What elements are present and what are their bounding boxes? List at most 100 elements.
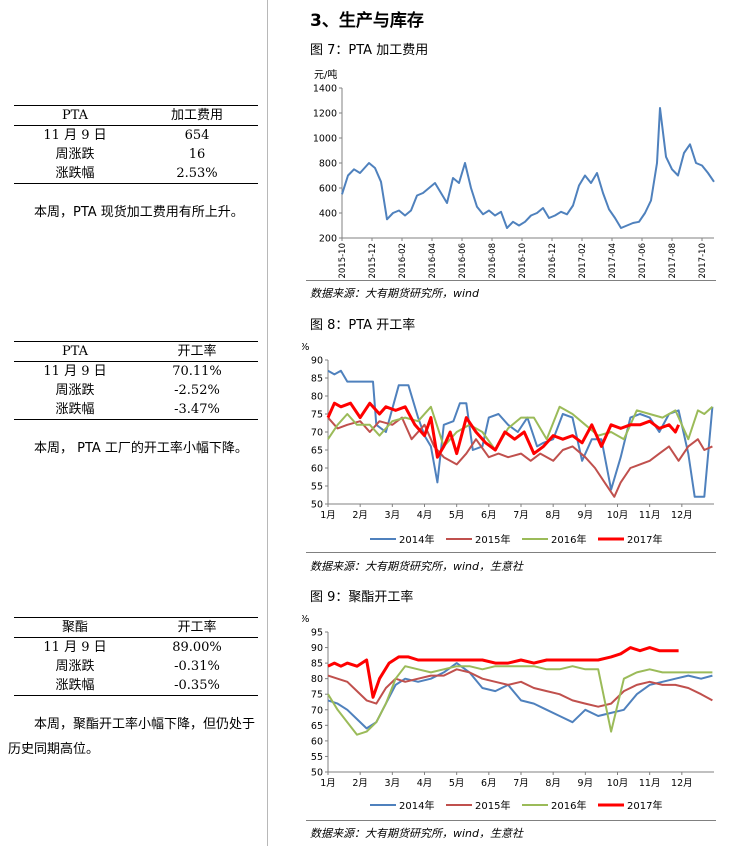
legend-label: 2015年 [475, 533, 510, 546]
x-tick-label: 2015-12 [368, 243, 378, 279]
table-row: 周涨跌 -0.31% [14, 657, 258, 676]
x-tick-label: 2016-12 [548, 243, 558, 279]
y-axis-label: 元/吨 [314, 68, 337, 81]
table-cell: 涨跌幅 [55, 402, 95, 417]
table-row: 11 月 9 日 70.11% [14, 362, 258, 381]
x-tick-label: 12月 [671, 778, 693, 789]
table-row: 涨跌幅 -0.35% [14, 676, 258, 696]
x-tick-label: 2016-04 [428, 243, 438, 279]
figure-9-source: 数据来源：大有期货研究所，wind，生意社 [310, 827, 524, 840]
y-tick-label: 65 [311, 721, 323, 732]
x-tick-label: 2016-10 [518, 243, 528, 279]
table-row: 涨跌幅 -3.47% [14, 400, 258, 420]
table-cell: 89.00% [172, 640, 222, 655]
pta-processing-fee-chart: 元/吨 200 400 600 800 1000 1200 1400 2015-10 2015-1… [313, 68, 715, 279]
legend-label: 2016年 [551, 533, 586, 546]
x-tick-label: 7月 [513, 778, 529, 789]
y-tick-label: 90 [311, 356, 323, 367]
y-tick-label: 95 [311, 628, 323, 639]
table-row: 涨跌幅 2.53% [14, 164, 258, 184]
x-tick-label: 2015-10 [338, 243, 348, 279]
figure-7-title: 图 7：PTA 加工费用 [310, 43, 429, 58]
x-tick-label: 5月 [449, 778, 465, 789]
table-cell: 70.11% [172, 364, 222, 379]
x-tick-label: 6月 [481, 778, 497, 789]
y-tick-label: 60 [311, 464, 323, 475]
table-header: 聚酯 开工率 [14, 617, 258, 638]
summary-table-3: 聚酯 开工率 11 月 9 日 89.00% 周涨跌 -0.31% 涨跌幅 -0.35% [14, 617, 258, 696]
x-tick-label: 2017-08 [668, 243, 678, 279]
summary-table-2: PTA 开工率 11 月 9 日 70.11% 周涨跌 -2.52% 涨跌幅 -3.47% [14, 341, 258, 420]
table-cell: 11 月 9 日 [43, 640, 107, 655]
y-tick-label: 80 [311, 674, 323, 685]
y-tick-label: 65 [311, 446, 323, 457]
x-tick-label: 4月 [417, 510, 433, 521]
y-tick-label: 200 [319, 234, 337, 245]
series-line-2016年 [327, 405, 714, 451]
x-tick-label: 2016-02 [398, 243, 408, 279]
polyester-operating-rate-chart: % 50 55 60 65 70 75 80 85 90 95 1月 2月 3月 4月 5月 6月 7月 8月 9月 1… [302, 614, 714, 812]
y-axis-label: % [302, 614, 310, 625]
table-cell: 涨跌幅 [55, 678, 95, 693]
y-tick-label: 85 [311, 374, 323, 385]
legend-label: 2017年 [627, 799, 662, 812]
section-title: 3、生产与库存 [310, 11, 424, 31]
series-line-series-0 [341, 107, 715, 229]
legend-label: 2014年 [399, 799, 434, 812]
figure-8-title: 图 8：PTA 开工率 [310, 318, 416, 333]
x-tick-label: 1月 [320, 510, 336, 521]
table-row: 周涨跌 -2.52% [14, 381, 258, 400]
figure-7-separator [306, 280, 716, 281]
summary-table-1: PTA 加工费用 11 月 9 日 654 周涨跌 16 涨跌幅 2.53% [14, 105, 258, 184]
y-tick-label: 50 [311, 500, 323, 511]
pta-operating-rate-chart: % 50 55 60 65 70 75 80 85 90 1月 2月 3月 4月 5月 6月 7月 8月 9月 10月… [302, 342, 714, 546]
table-row: 11 月 9 日 89.00% [14, 638, 258, 657]
y-tick-label: 75 [311, 410, 323, 421]
y-tick-label: 70 [311, 428, 323, 439]
table-row: 周涨跌 16 [14, 145, 258, 164]
x-tick-label: 1月 [320, 778, 336, 789]
series-line-2015年 [327, 416, 713, 498]
y-tick-label: 70 [311, 705, 323, 716]
series-line-2017年 [327, 646, 679, 699]
x-tick-label: 9月 [578, 510, 594, 521]
series-line-2014年 [327, 369, 714, 498]
y-tick-label: 55 [311, 752, 323, 763]
header-cell: 开工率 [177, 620, 217, 635]
figure-8-source: 数据来源：大有期货研究所，wind，生意社 [310, 560, 524, 573]
legend-label: 2014年 [399, 533, 434, 546]
table-cell: 涨跌幅 [55, 166, 95, 181]
series-line-2014年 [327, 662, 713, 730]
x-tick-label: 5月 [449, 510, 465, 521]
summary-note-1: 本周，PTA 现货加工费用有所上升。 [34, 205, 244, 220]
x-tick-label: 7月 [513, 510, 529, 521]
x-tick-label: 2017-04 [608, 243, 618, 279]
table-cell: 11 月 9 日 [43, 128, 107, 143]
y-tick-label: 90 [311, 643, 323, 654]
y-tick-label: 60 [311, 736, 323, 747]
x-tick-label: 2月 [352, 510, 368, 521]
x-tick-label: 11月 [639, 778, 661, 789]
figure-9-title: 图 9：聚酯开工率 [310, 590, 414, 605]
summary-note-3: 本周，聚酯开工率小幅下降，但仍处于历史同期高位。 [8, 717, 256, 757]
header-cell: 加工费用 [170, 108, 223, 123]
y-tick-label: 800 [319, 159, 337, 170]
table-header: PTA 开工率 [14, 341, 258, 362]
y-tick-label: 1400 [313, 84, 337, 95]
header-cell: 聚酯 [61, 620, 88, 635]
y-tick-label: 600 [319, 184, 337, 195]
y-tick-label: 50 [311, 768, 323, 779]
y-tick-label: 85 [311, 659, 323, 670]
legend-label: 2017年 [627, 533, 662, 546]
y-tick-label: 400 [319, 209, 337, 220]
header-cell: PTA [61, 344, 89, 359]
x-tick-label: 9月 [578, 778, 594, 789]
table-cell: -0.35% [174, 678, 220, 693]
series-line-2016年 [327, 665, 713, 736]
x-tick-label: 6月 [481, 510, 497, 521]
x-tick-label: 11月 [639, 510, 661, 521]
x-tick-label: 3月 [385, 510, 401, 521]
x-tick-label: 2017-10 [698, 243, 708, 279]
table-cell: 16 [188, 147, 206, 162]
y-tick-label: 55 [311, 482, 323, 493]
